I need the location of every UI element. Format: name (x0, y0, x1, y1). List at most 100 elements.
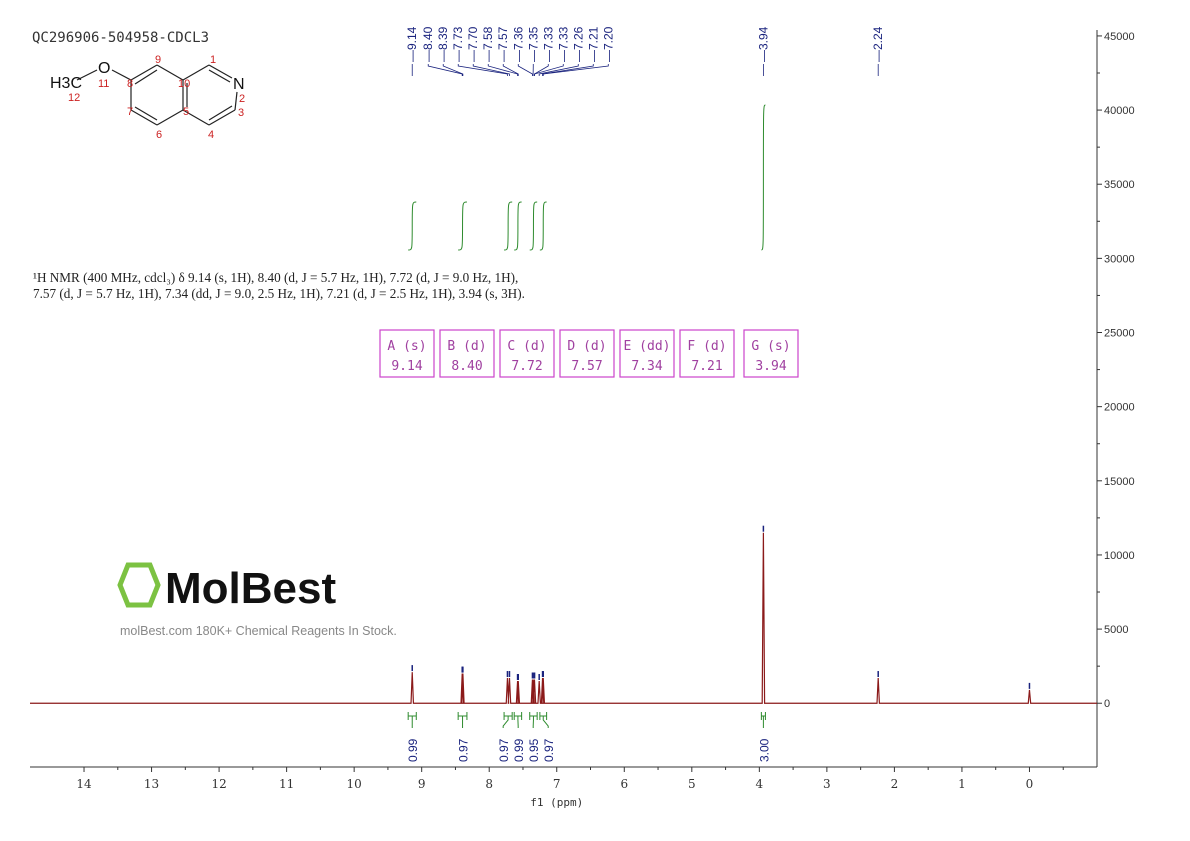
x-axis-label: f1 (ppm) (530, 796, 583, 809)
multiplet-shift: 7.57 (571, 359, 602, 374)
integral-value: 3.00 (757, 738, 771, 762)
atom-number: 11 (98, 78, 109, 90)
peak-label-leader (502, 64, 519, 76)
integral-curve (458, 201, 467, 251)
multiplet-label: F (d) (687, 339, 726, 354)
y-tick-label: 15000 (1104, 476, 1135, 488)
multiplet-box (743, 329, 799, 378)
multiplet-box (559, 329, 615, 378)
x-tick-label: 7 (553, 777, 561, 791)
atom-number: 8 (127, 78, 133, 90)
multiplet-shift: 3.94 (755, 359, 786, 374)
integral-value: 0.99 (406, 738, 420, 762)
x-tick-label: 9 (418, 777, 426, 791)
multiplet-box (679, 329, 735, 378)
peak-label: —8.39 (436, 26, 450, 62)
y-tick-label: 10000 (1104, 550, 1135, 562)
integral-value: 0.97 (497, 738, 511, 762)
integral-curve (504, 201, 513, 251)
integral-value: 0.95 (527, 738, 541, 762)
y-tick-label: 25000 (1104, 328, 1135, 340)
y-tick-label: 45000 (1104, 31, 1135, 43)
peak-label-leader (534, 64, 549, 76)
multiplet-label: D (d) (567, 339, 606, 354)
integral-bar (407, 712, 417, 728)
peak-label: —9.14 (405, 26, 419, 62)
atom-number: 4 (208, 129, 214, 141)
description-line: 7.57 (d, J = 5.7 Hz, 1H), 7.34 (dd, J = … (33, 286, 525, 301)
atom-o: O (98, 60, 110, 77)
atom-number: 10 (178, 78, 190, 90)
x-tick-label: 8 (485, 777, 493, 791)
x-tick-label: 12 (211, 777, 226, 791)
peak-label-leader (517, 64, 533, 76)
multiplet-box (499, 329, 555, 378)
y-tick-label: 0 (1104, 698, 1110, 710)
atom-ch3: H3C (50, 75, 82, 92)
peak-label: —7.33 (556, 26, 570, 62)
peak-label-leader (542, 64, 609, 76)
multiplet-label: B (d) (447, 339, 486, 354)
x-tick-label: 11 (279, 777, 294, 791)
atom-number: 5 (183, 106, 189, 118)
x-tick-label: 6 (620, 777, 628, 791)
logo-wordmark: MolBest (165, 564, 336, 613)
integral-value: 0.97 (457, 738, 471, 762)
x-tick-label: 4 (756, 777, 764, 791)
peak-label-leader (487, 64, 518, 76)
x-tick-label: 10 (347, 777, 362, 791)
peak-label-leader (442, 64, 464, 76)
y-tick-label: 20000 (1104, 402, 1135, 414)
peak-label-leader (457, 64, 508, 76)
peak-label-leader (538, 64, 579, 76)
description-line: ¹H NMR (400 MHz, cdcl₃) δ 9.14 (s, 1H), … (33, 270, 519, 285)
peak-label-leader (534, 64, 564, 76)
peak-label: —7.21 (586, 26, 600, 62)
spectrum-line (30, 532, 1097, 704)
multiplet-shift: 7.72 (511, 359, 542, 374)
peak-label: —7.20 (601, 26, 615, 62)
peak-label: —7.26 (571, 26, 585, 62)
y-tick-label: 40000 (1104, 105, 1135, 117)
integral-bar (760, 712, 766, 728)
watermark-tagline: molBest.com 180K+ Chemical Reagents In S… (120, 624, 397, 638)
y-tick-label: 5000 (1104, 624, 1128, 636)
multiplet-box (619, 329, 675, 378)
multiplet-box (439, 329, 495, 378)
logo-hexagon-icon (117, 562, 161, 608)
x-tick-label: 13 (144, 777, 159, 791)
integral-bar (539, 712, 549, 728)
atom-number: 12 (68, 92, 80, 104)
multiplet-shift: 9.14 (391, 359, 422, 374)
peak-label: —7.33 (541, 26, 555, 62)
integral-value: 0.97 (542, 738, 556, 762)
x-tick-label: 5 (688, 777, 696, 791)
peak-label: —7.35 (526, 26, 540, 62)
x-tick-label: 1 (958, 777, 966, 791)
peak-label: —2.24 (871, 26, 885, 62)
integral-curve (539, 201, 547, 251)
peak-label: —7.58 (481, 26, 495, 62)
nmr-description: ¹H NMR (400 MHz, cdcl₃) δ 9.14 (s, 1H), … (33, 270, 525, 302)
spectrum-title: QC296906-504958-CDCL3 (32, 30, 210, 46)
atom-number: 9 (155, 54, 161, 66)
peak-label-leader (542, 64, 594, 76)
y-tick-label: 35000 (1104, 179, 1135, 191)
integral-curve (761, 104, 766, 251)
integral-curve (529, 201, 538, 251)
multiplet-shift: 7.34 (631, 359, 662, 374)
atom-number: 7 (127, 106, 133, 118)
multiplet-label: C (d) (507, 339, 546, 354)
y-tick-label: 30000 (1104, 253, 1135, 265)
peak-label: —7.57 (496, 26, 510, 62)
integral-curve (408, 201, 417, 251)
peak-label: —7.73 (451, 26, 465, 62)
atom-number: 3 (238, 107, 244, 119)
atom-number: 6 (156, 129, 162, 141)
peak-label: —3.94 (756, 26, 770, 62)
peak-label: —7.70 (466, 26, 480, 62)
peak-label: —8.40 (421, 26, 435, 62)
integral-value: 0.99 (512, 738, 526, 762)
integral-bar (529, 712, 538, 728)
